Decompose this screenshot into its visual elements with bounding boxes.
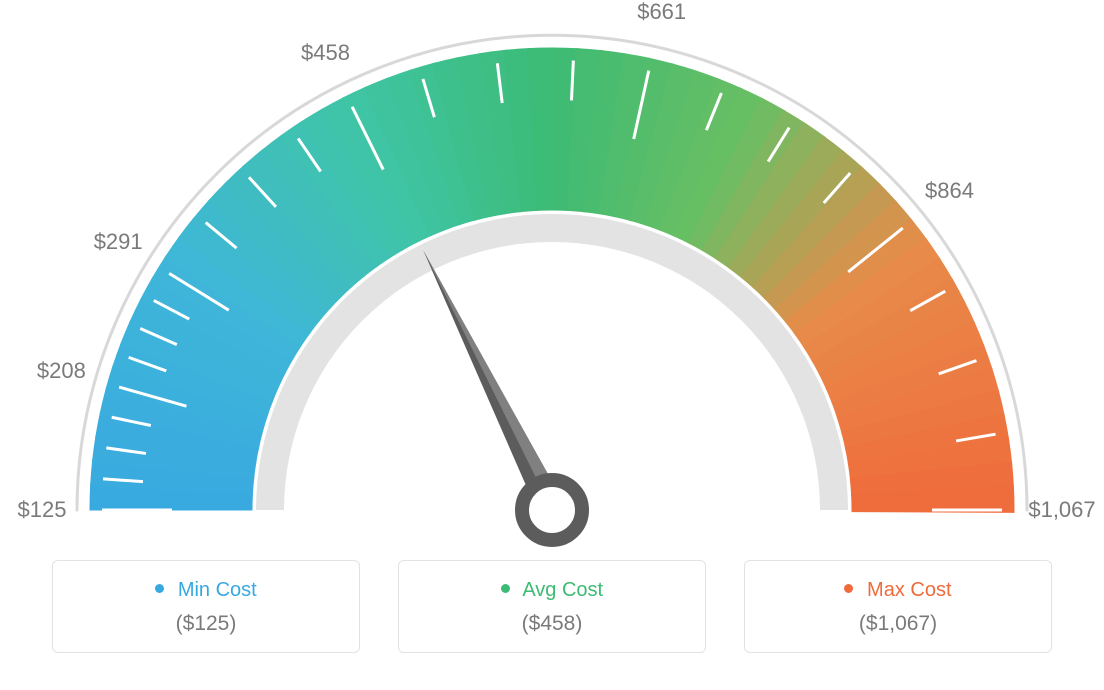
gauge-chart: $125 $208 $291 $458 $661 $864 $1,067 [0, 0, 1104, 560]
gauge-tick-label: $661 [637, 0, 686, 25]
dot-icon [155, 584, 164, 593]
gauge-tick-label: $125 [18, 497, 67, 523]
gauge-tick-label: $291 [94, 229, 143, 255]
legend-title-text: Avg Cost [522, 579, 603, 601]
legend-value-avg: ($458) [409, 612, 695, 636]
legend-title-text: Min Cost [178, 579, 257, 601]
gauge-svg [0, 0, 1104, 560]
gauge-tick-label: $208 [37, 358, 86, 384]
legend-title-avg: Avg Cost [409, 579, 695, 602]
legend-card-avg: Avg Cost ($458) [398, 560, 706, 653]
legend-title-text: Max Cost [867, 579, 951, 601]
gauge-tick-label: $864 [925, 178, 974, 204]
legend-row: Min Cost ($125) Avg Cost ($458) Max Cost… [0, 560, 1104, 653]
dot-icon [844, 584, 853, 593]
legend-value-min: ($125) [63, 612, 349, 636]
gauge-tick-label: $1,067 [1028, 497, 1095, 523]
gauge-tick-label: $458 [301, 40, 350, 66]
legend-card-max: Max Cost ($1,067) [744, 560, 1052, 653]
legend-title-min: Min Cost [63, 579, 349, 602]
legend-title-max: Max Cost [755, 579, 1041, 602]
dot-icon [501, 584, 510, 593]
legend-value-max: ($1,067) [755, 612, 1041, 636]
legend-card-min: Min Cost ($125) [52, 560, 360, 653]
